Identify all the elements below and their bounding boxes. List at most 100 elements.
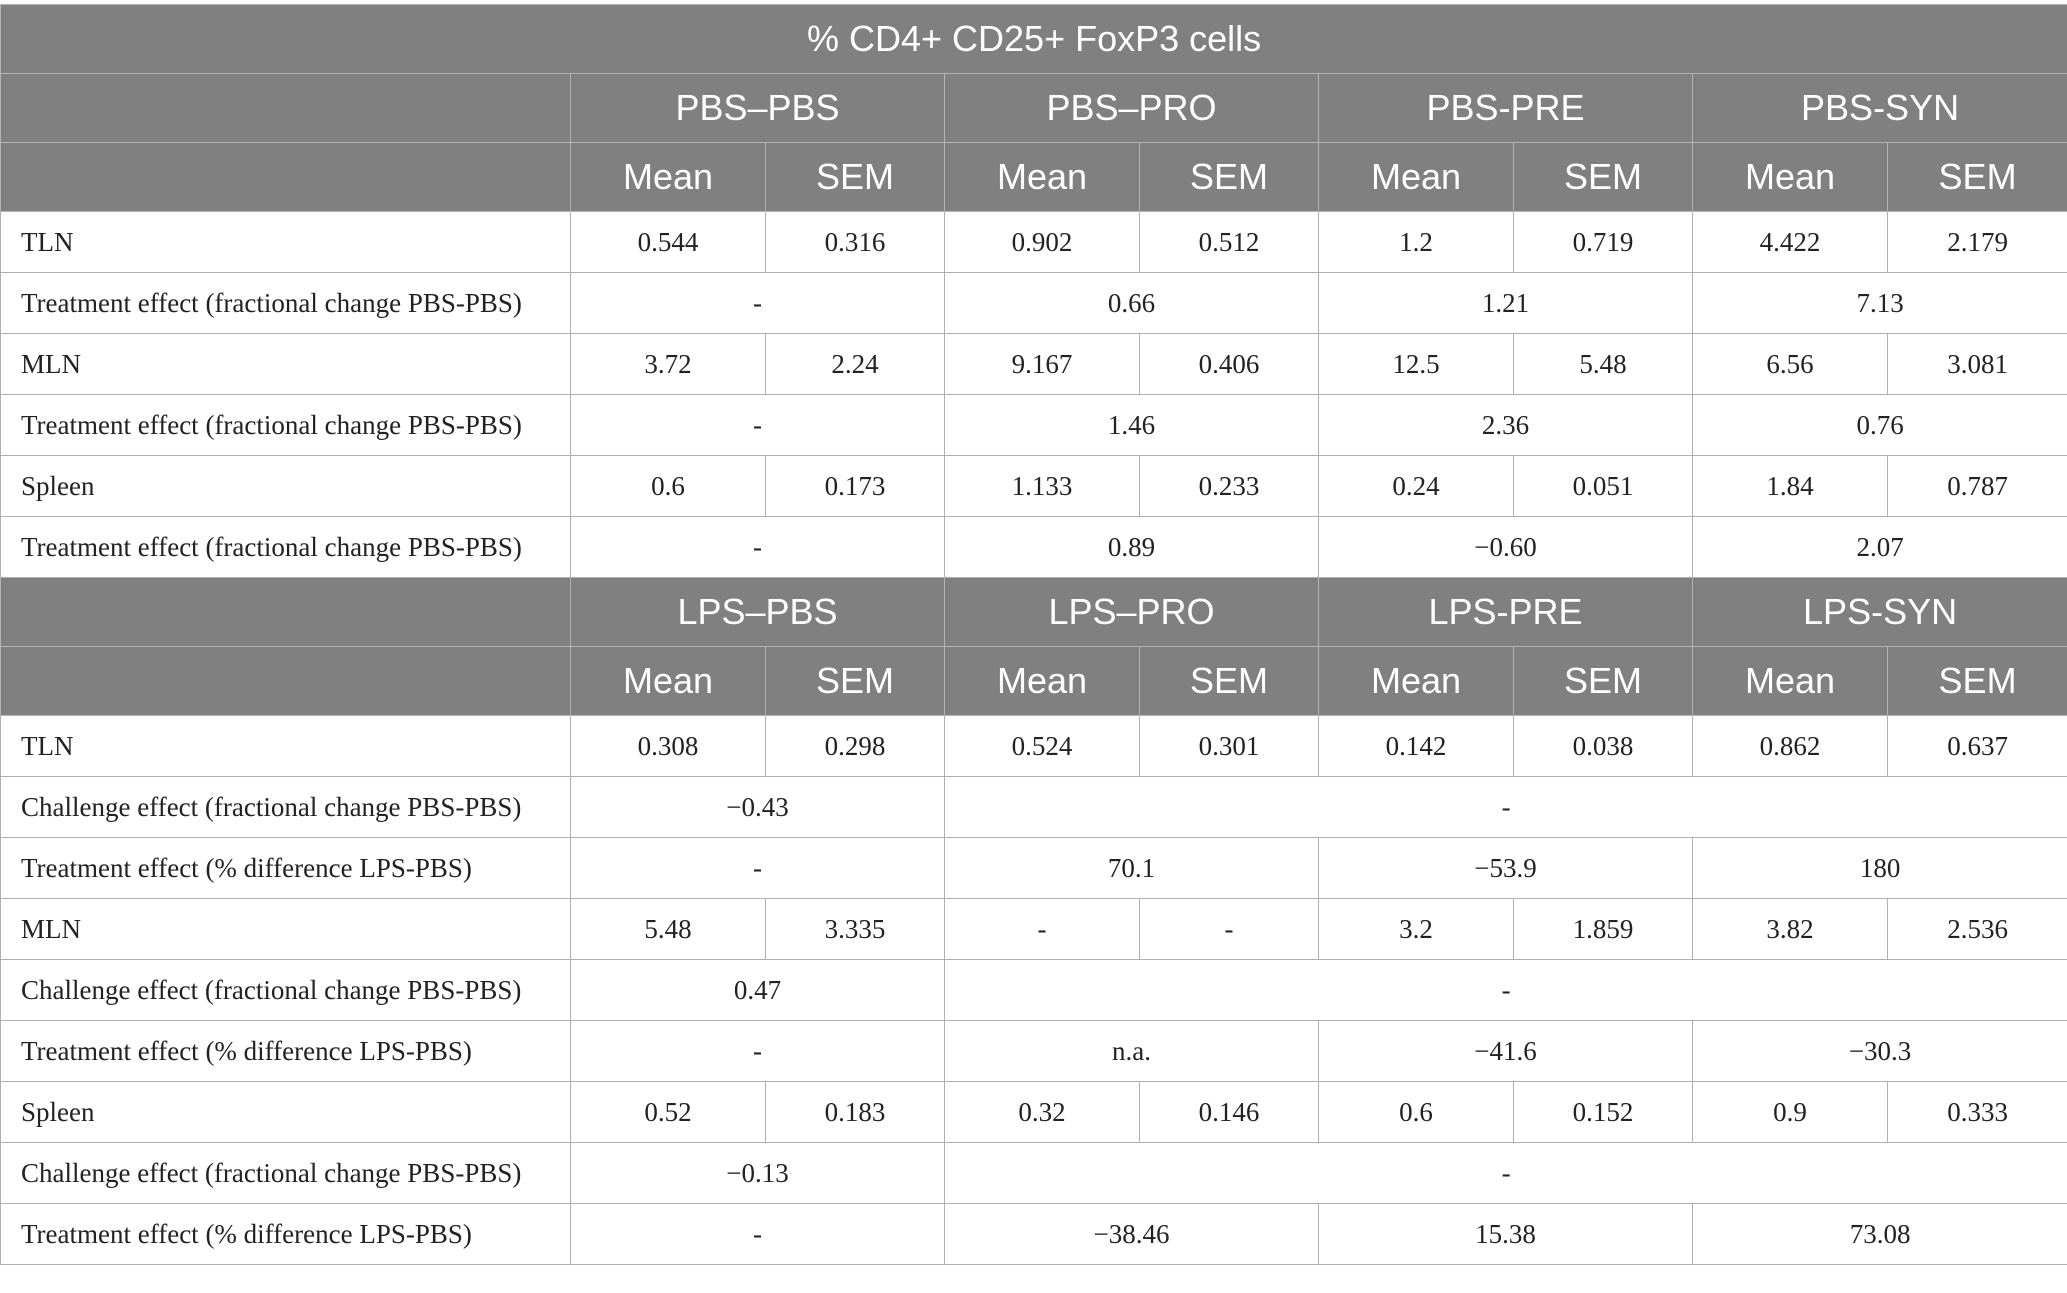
effect-cell: −41.6: [1319, 1021, 1693, 1082]
value-cell: 0.301: [1140, 716, 1319, 777]
value-cell: 0.862: [1693, 716, 1888, 777]
value-cell: 12.5: [1319, 334, 1514, 395]
value-cell: 0.298: [766, 716, 945, 777]
value-cell: 4.422: [1693, 212, 1888, 273]
value-cell: 0.152: [1514, 1082, 1693, 1143]
treatment-effect-row: Treatment effect (fractional change PBS-…: [1, 517, 2067, 578]
row-label: TLN: [1, 212, 571, 273]
group-header: LPS-PRE: [1319, 578, 1693, 647]
challenge-effect-row: Challenge effect (fractional change PBS-…: [1, 1143, 2067, 1204]
effect-cell: 0.76: [1693, 395, 2067, 456]
stat-header: SEM: [1140, 143, 1319, 212]
value-cell: 0.524: [945, 716, 1140, 777]
row-label: Treatment effect (% difference LPS-PBS): [1, 1204, 571, 1265]
row-label: Challenge effect (fractional change PBS-…: [1, 960, 571, 1021]
row-label: Treatment effect (fractional change PBS-…: [1, 273, 571, 334]
effect-cell: -: [945, 1143, 2067, 1204]
stat-header: Mean: [571, 143, 766, 212]
effect-cell: 0.89: [945, 517, 1319, 578]
value-cell: 0.32: [945, 1082, 1140, 1143]
value-cell: 1.84: [1693, 456, 1888, 517]
value-cell: 9.167: [945, 334, 1140, 395]
row-label: TLN: [1, 716, 571, 777]
stat-header: SEM: [766, 143, 945, 212]
value-cell: 0.6: [571, 456, 766, 517]
group-header: PBS–PBS: [571, 74, 945, 143]
treatment-effect-row: Treatment effect (% difference LPS-PBS)-…: [1, 838, 2067, 899]
effect-cell: 2.36: [1319, 395, 1693, 456]
value-cell: 3.82: [1693, 899, 1888, 960]
value-cell: 0.142: [1319, 716, 1514, 777]
effect-cell: -: [945, 960, 2067, 1021]
value-cell: 0.902: [945, 212, 1140, 273]
effect-cell: -: [571, 1021, 945, 1082]
value-cell: 0.719: [1514, 212, 1693, 273]
effect-cell: −0.43: [571, 777, 945, 838]
group-header: LPS–PRO: [945, 578, 1319, 647]
value-cell: 0.512: [1140, 212, 1319, 273]
effect-cell: 1.21: [1319, 273, 1693, 334]
group-header: PBS-PRE: [1319, 74, 1693, 143]
value-cell: 1.859: [1514, 899, 1693, 960]
value-cell: 0.24: [1319, 456, 1514, 517]
stat-header: Mean: [1319, 647, 1514, 716]
value-cell: 0.308: [571, 716, 766, 777]
data-table: % CD4+ CD25+ FoxP3 cells PBS–PBS PBS–PRO…: [0, 4, 2067, 1265]
value-cell: 0.6: [1319, 1082, 1514, 1143]
stat-header: Mean: [571, 647, 766, 716]
value-cell: -: [945, 899, 1140, 960]
stat-header: SEM: [1888, 143, 2067, 212]
value-cell: 5.48: [1514, 334, 1693, 395]
effect-cell: −38.46: [945, 1204, 1319, 1265]
effect-cell: -: [571, 273, 945, 334]
effect-cell: −53.9: [1319, 838, 1693, 899]
effect-cell: -: [945, 777, 2067, 838]
row-label: Treatment effect (% difference LPS-PBS): [1, 838, 571, 899]
effect-cell: 2.07: [1693, 517, 2067, 578]
group-header: LPS-SYN: [1693, 578, 2067, 647]
value-cell: 3.081: [1888, 334, 2067, 395]
group-header-corner: [1, 74, 571, 143]
group-header: PBS–PRO: [945, 74, 1319, 143]
row-label: MLN: [1, 334, 571, 395]
stat-header: Mean: [1693, 647, 1888, 716]
value-cell: 0.051: [1514, 456, 1693, 517]
row-label: MLN: [1, 899, 571, 960]
effect-cell: 0.66: [945, 273, 1319, 334]
value-cell: -: [1140, 899, 1319, 960]
row-label: Treatment effect (% difference LPS-PBS): [1, 1021, 571, 1082]
effect-cell: 1.46: [945, 395, 1319, 456]
value-cell: 0.9: [1693, 1082, 1888, 1143]
value-cell: 0.544: [571, 212, 766, 273]
stat-header: SEM: [1514, 647, 1693, 716]
table-title: % CD4+ CD25+ FoxP3 cells: [1, 5, 2067, 74]
stat-header-row: Mean SEM Mean SEM Mean SEM Mean SEM: [1, 647, 2067, 716]
group-header-corner: [1, 578, 571, 647]
stat-header: SEM: [1514, 143, 1693, 212]
group-header-row: LPS–PBS LPS–PRO LPS-PRE LPS-SYN: [1, 578, 2067, 647]
effect-cell: -: [571, 517, 945, 578]
value-cell: 0.146: [1140, 1082, 1319, 1143]
row-label: Challenge effect (fractional change PBS-…: [1, 1143, 571, 1204]
value-cell: 3.72: [571, 334, 766, 395]
group-header-row: PBS–PBS PBS–PRO PBS-PRE PBS-SYN: [1, 74, 2067, 143]
effect-cell: −0.13: [571, 1143, 945, 1204]
effect-cell: 15.38: [1319, 1204, 1693, 1265]
value-cell: 1.2: [1319, 212, 1514, 273]
effect-cell: 70.1: [945, 838, 1319, 899]
value-cell: 0.233: [1140, 456, 1319, 517]
treatment-effect-row: Treatment effect (% difference LPS-PBS)-…: [1, 1021, 2067, 1082]
row-label: Challenge effect (fractional change PBS-…: [1, 777, 571, 838]
title-row: % CD4+ CD25+ FoxP3 cells: [1, 5, 2067, 74]
effect-cell: 180: [1693, 838, 2067, 899]
value-cell: 0.316: [766, 212, 945, 273]
stat-header-corner: [1, 143, 571, 212]
row-label: Spleen: [1, 456, 571, 517]
treatment-effect-row: Treatment effect (fractional change PBS-…: [1, 395, 2067, 456]
effect-cell: −0.60: [1319, 517, 1693, 578]
